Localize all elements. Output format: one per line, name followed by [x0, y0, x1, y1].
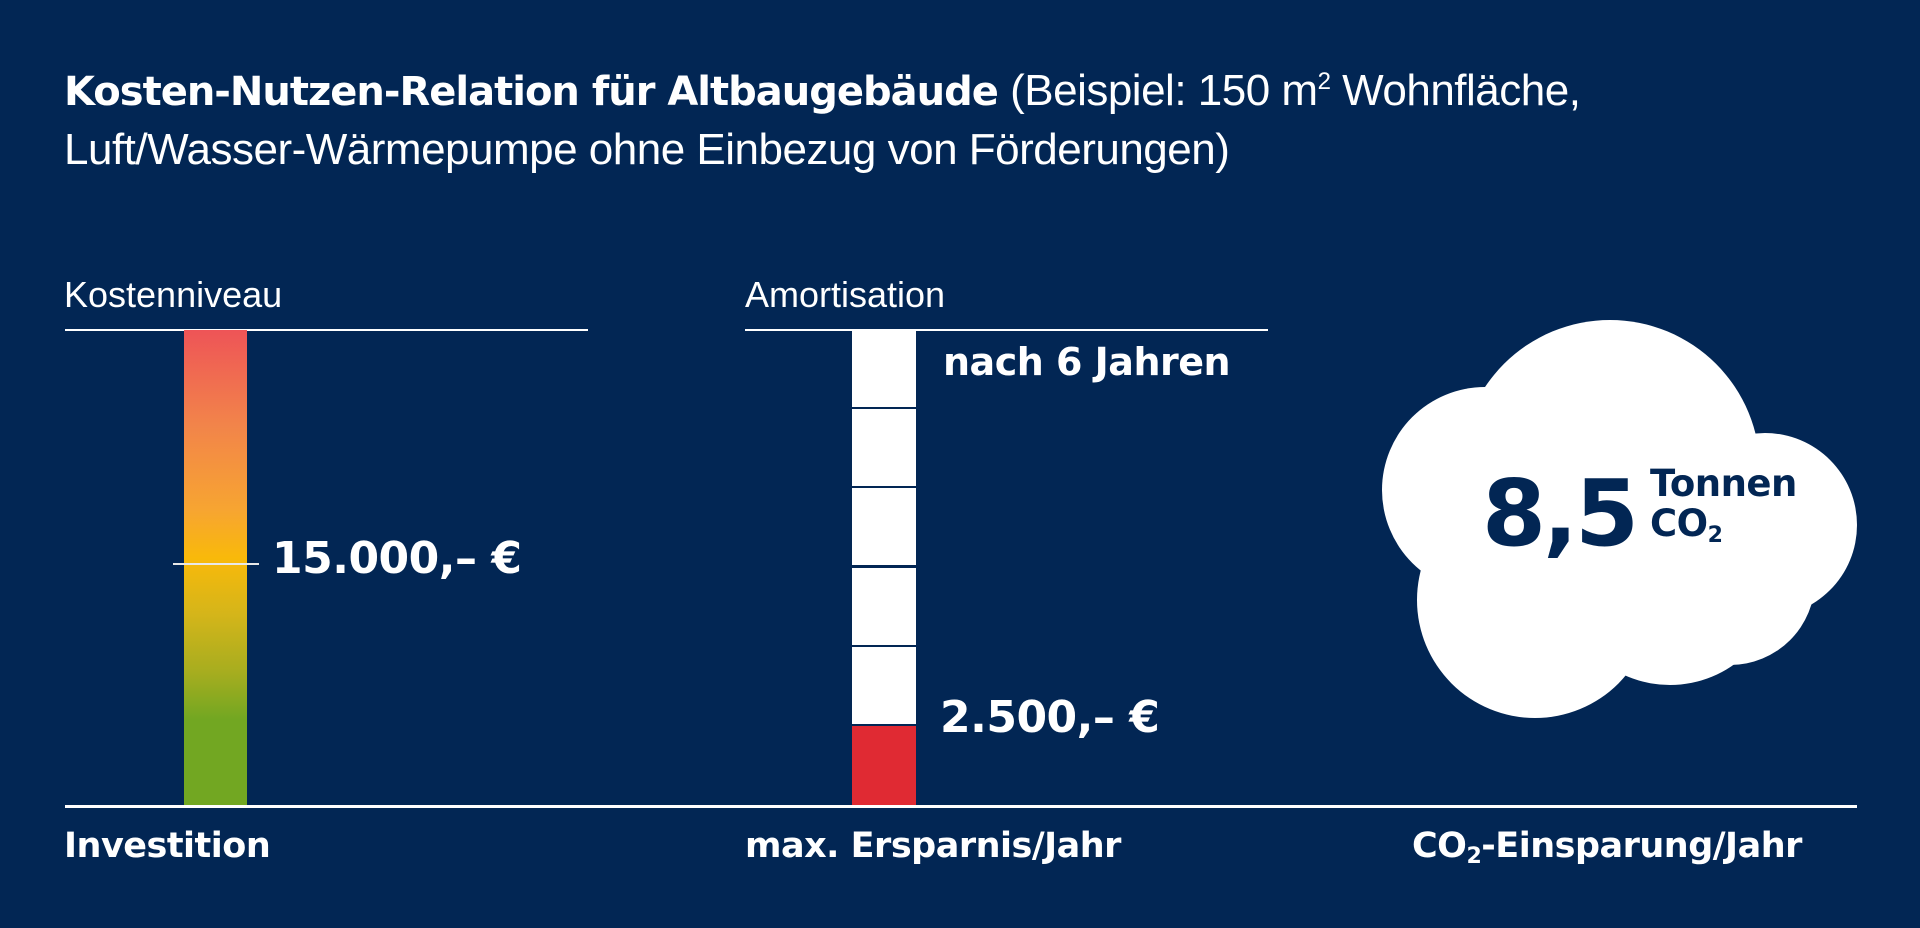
title-superscript: 2 [1317, 68, 1331, 95]
investment-level-marker [173, 562, 259, 565]
co2-unit-subscript: 2 [1707, 523, 1723, 548]
header-rule-kostenniveau [65, 329, 588, 331]
axis-label-investition: Investition [64, 826, 271, 866]
savings-segment-empty [852, 567, 916, 645]
amortisation-years-label: nach 6 Jahren [943, 340, 1231, 384]
savings-segment-empty [852, 646, 916, 724]
co2-unit-co2: CO2 [1650, 502, 1797, 547]
section-label-kostenniveau: Kostenniveau [64, 274, 283, 315]
amortisation-segment-bar [852, 330, 916, 805]
savings-segment-empty [852, 330, 916, 408]
title-bold: Kosten-Nutzen-Relation für Altbaugebäude [64, 69, 999, 115]
section-label-amortisation: Amortisation [745, 274, 946, 315]
investment-value-label: 15.000,– € [272, 532, 522, 584]
co2-cloud-icon [1382, 320, 1857, 718]
title-line-1: Kosten-Nutzen-Relation für Altbaugebäude… [64, 62, 1864, 121]
savings-segment-empty [852, 409, 916, 487]
cloud-shape [1382, 320, 1857, 718]
title-example-text: (Beispiel: 150 m [1010, 66, 1318, 115]
savings-segment-filled [852, 725, 916, 805]
savings-segment-empty [852, 488, 916, 566]
co2-unit-co: CO [1650, 502, 1708, 545]
co2-value: 8,5 [1482, 460, 1639, 567]
co2-unit-tonnen: Tonnen [1650, 462, 1797, 505]
header-rule-amortisation [745, 329, 1268, 331]
title-subtitle-start: (Beispiel: 150 m2 Wohnfläche, [1010, 66, 1581, 115]
baseline-rule [65, 805, 1857, 808]
page-title: Kosten-Nutzen-Relation für Altbaugebäude… [64, 62, 1864, 179]
axis-label-einsparung-rest: -Einsparung/Jahr [1481, 826, 1802, 866]
title-area-text: Wohnfläche, [1330, 66, 1581, 115]
co2-unit-label: Tonnen CO2 [1650, 462, 1797, 547]
investment-gradient-bar [184, 330, 247, 805]
axis-label-ersparnis: max. Ersparnis/Jahr [745, 826, 1121, 866]
axis-label-co2-einsparung: CO2-Einsparung/Jahr [1412, 826, 1802, 869]
axis-label-co: CO [1412, 826, 1467, 866]
savings-value-label: 2.500,– € [940, 691, 1160, 743]
axis-label-subscript: 2 [1466, 844, 1482, 869]
title-line-2: Luft/Wasser-Wärmepumpe ohne Einbezug von… [64, 125, 1230, 174]
